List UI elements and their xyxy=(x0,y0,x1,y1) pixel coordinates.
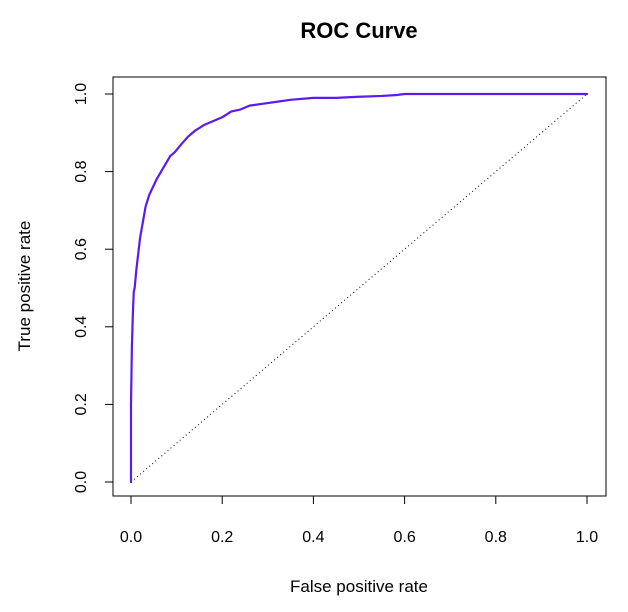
y-tick-label: 0.4 xyxy=(73,316,90,338)
y-tick-label: 0.0 xyxy=(73,471,90,493)
y-tick-label: 0.8 xyxy=(73,160,90,182)
x-axis: 0.0 0.2 0.4 0.6 0.8 1.0 xyxy=(120,495,598,546)
x-tick-label: 0.0 xyxy=(120,529,142,546)
x-tick-label: 0.4 xyxy=(302,529,324,546)
x-tick-label: 0.8 xyxy=(485,529,507,546)
series-layer xyxy=(129,92,589,484)
plot-frame xyxy=(112,76,607,497)
x-tick-label: 0.2 xyxy=(211,529,233,546)
chart-title: ROC Curve xyxy=(300,18,417,43)
y-axis: 0.0 0.2 0.4 0.6 0.8 1.0 xyxy=(73,83,114,493)
x-tick-label: 0.6 xyxy=(393,529,415,546)
y-axis-label: True positive rate xyxy=(15,221,34,352)
y-tick-label: 0.6 xyxy=(73,238,90,260)
y-tick-label: 1.0 xyxy=(73,83,90,105)
x-tick-label: 1.0 xyxy=(576,529,598,546)
roc-series-line-0 xyxy=(129,92,589,484)
y-tick-label: 0.2 xyxy=(73,393,90,415)
reference-layer xyxy=(130,93,588,483)
reference-diagonal-line xyxy=(130,93,588,483)
x-axis-label: False positive rate xyxy=(290,577,428,596)
